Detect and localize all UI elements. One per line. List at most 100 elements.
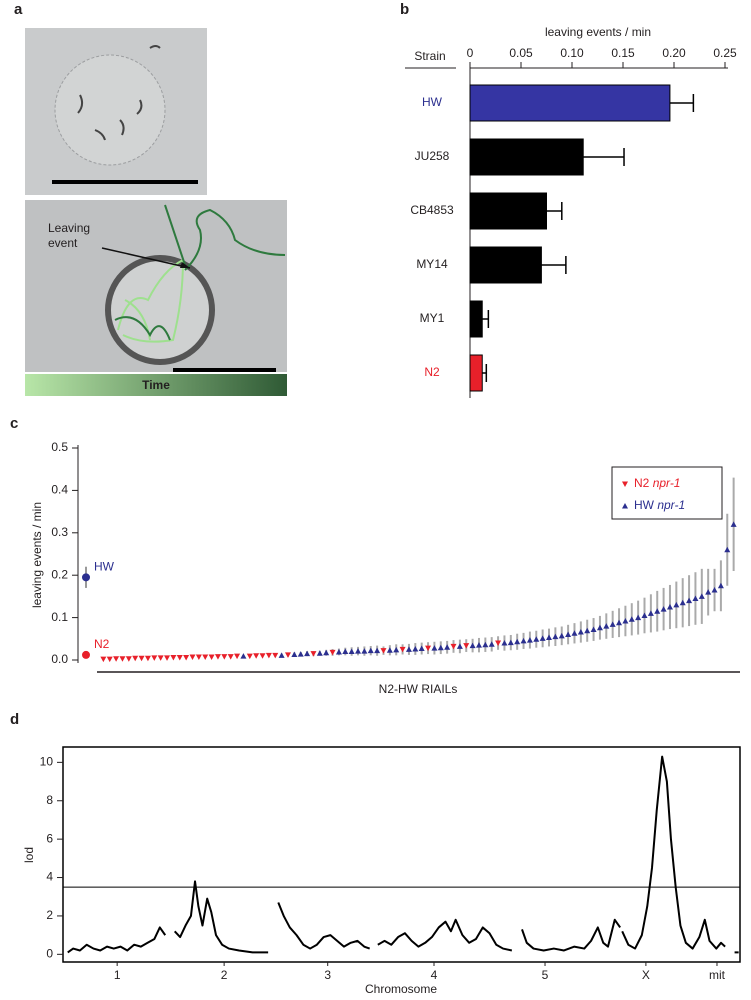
point	[234, 653, 241, 660]
point	[539, 635, 546, 641]
point	[221, 654, 228, 660]
point	[125, 656, 132, 662]
parent-point	[82, 650, 90, 659]
x-tick-label: 0.15	[611, 46, 635, 60]
point	[501, 640, 508, 646]
point	[692, 595, 699, 602]
bar	[469, 300, 483, 338]
point-label: HW	[94, 559, 115, 573]
category-label: CB4853	[410, 203, 454, 217]
point	[635, 614, 642, 621]
point	[189, 654, 196, 661]
x-tick-label: 3	[324, 968, 331, 982]
point	[596, 624, 603, 631]
point	[208, 654, 215, 661]
point	[666, 604, 673, 610]
point	[609, 621, 616, 627]
panel-label: a	[14, 1, 23, 18]
parent-point	[82, 573, 90, 582]
error-bar	[583, 148, 625, 166]
point	[405, 646, 412, 652]
point	[679, 599, 686, 606]
point	[488, 641, 495, 647]
point	[399, 646, 406, 653]
y-tick-label: 6	[46, 831, 53, 845]
point	[393, 646, 400, 653]
point	[348, 648, 355, 655]
point	[641, 612, 648, 618]
time-label: Time	[142, 378, 170, 392]
point	[361, 648, 368, 654]
lod-trace	[67, 755, 739, 954]
point	[456, 643, 463, 649]
x-tick-label: 0	[467, 46, 474, 60]
point	[616, 619, 623, 626]
point	[673, 601, 680, 608]
legend-label: N2 npr-1	[634, 476, 680, 490]
x-tick-label: 0.25	[713, 46, 737, 60]
column-header: Strain	[414, 49, 445, 63]
point	[119, 656, 126, 662]
panel-label: b	[400, 1, 409, 18]
point	[246, 653, 253, 660]
axis-title: lod	[22, 847, 36, 863]
point	[463, 643, 470, 649]
point	[329, 649, 336, 656]
annotation: event	[48, 236, 78, 250]
point	[157, 655, 164, 661]
bar	[469, 192, 547, 230]
point	[100, 656, 107, 663]
y-tick-label: 2	[46, 908, 53, 922]
legend-marker	[622, 481, 628, 487]
plot-frame	[62, 746, 741, 963]
point	[304, 650, 311, 657]
micrograph-bottom: Leaving event	[25, 200, 287, 372]
point	[444, 644, 451, 650]
y-tick-label: 0	[46, 946, 53, 960]
panel-label: c	[10, 415, 18, 432]
point	[214, 654, 221, 660]
bar	[469, 138, 584, 176]
point	[144, 655, 151, 662]
point	[565, 631, 572, 638]
legend-box	[611, 466, 723, 520]
point	[380, 648, 387, 654]
point	[526, 637, 533, 643]
legend-label: HW npr-1	[634, 498, 685, 512]
x-tick-label: 5	[542, 968, 549, 982]
point	[431, 645, 438, 651]
x-tick-label: 0.10	[560, 46, 584, 60]
point	[546, 634, 553, 641]
point	[164, 655, 171, 661]
point	[227, 654, 234, 660]
point	[418, 645, 425, 652]
point	[520, 637, 527, 644]
point	[552, 633, 559, 640]
error-bar	[541, 256, 567, 274]
point	[170, 654, 177, 661]
point	[507, 639, 514, 646]
bar	[469, 354, 483, 392]
axis-title: N2-HW RIAILs	[379, 682, 458, 696]
category-label: MY14	[416, 257, 448, 271]
point	[106, 656, 113, 663]
x-tick-label: 4	[431, 968, 438, 982]
annotation: Leaving	[48, 221, 90, 235]
y-tick-label: 10	[40, 755, 54, 769]
point	[265, 652, 272, 659]
point	[711, 587, 718, 593]
bar	[469, 246, 542, 284]
category-label: N2	[424, 365, 440, 379]
point	[253, 653, 260, 659]
point	[654, 608, 661, 614]
point	[482, 641, 489, 648]
point	[603, 623, 610, 629]
point	[386, 647, 393, 653]
point	[335, 648, 342, 655]
point	[323, 649, 330, 656]
error-bar	[546, 202, 563, 220]
point	[698, 593, 705, 599]
point	[374, 647, 381, 654]
point	[514, 638, 521, 645]
axis-title: leaving events / min	[30, 502, 44, 608]
